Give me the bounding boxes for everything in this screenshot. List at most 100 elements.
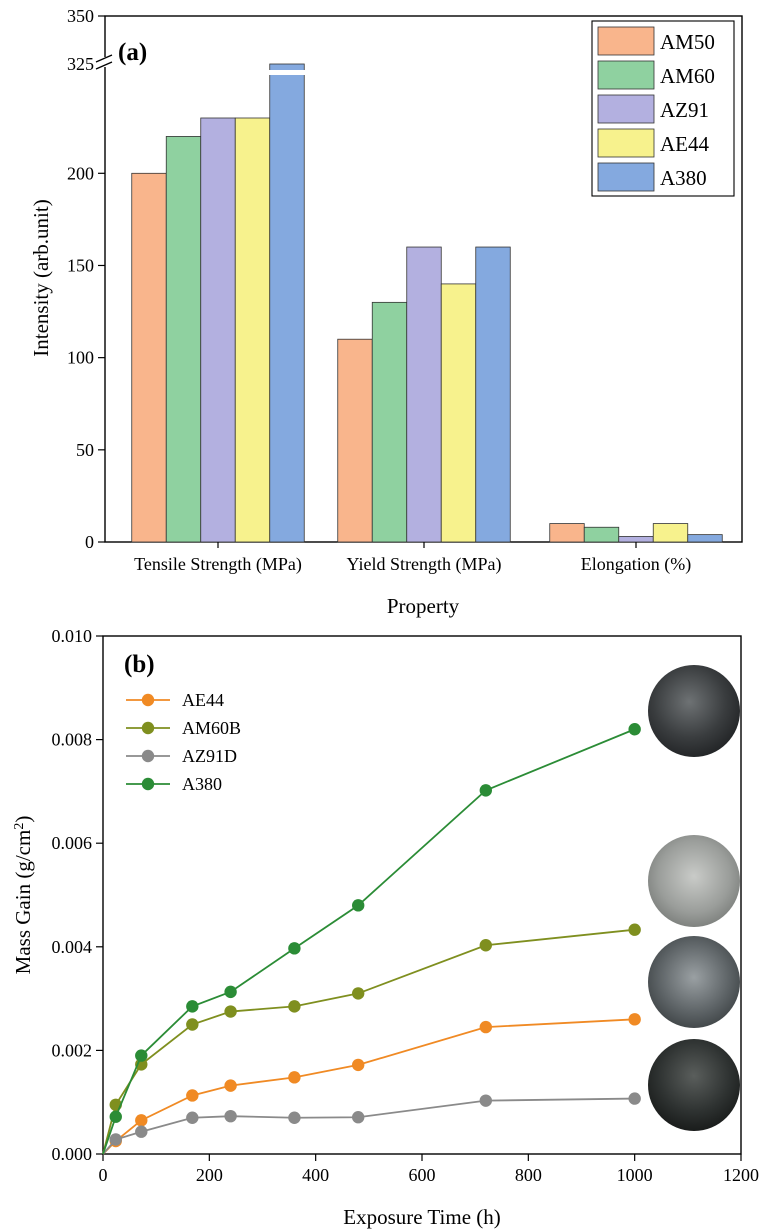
sample-photo-az91d bbox=[648, 1039, 740, 1131]
y-tick-label: 200 bbox=[67, 163, 94, 183]
bar-ae44-yield-strength-mpa bbox=[440, 283, 477, 543]
legend-items: AM50 AM60 AZ91 AE44 A380 bbox=[597, 26, 715, 192]
legend-label-az91d: AZ91D bbox=[182, 746, 237, 766]
panel-a-y-ticks: 0 50 100 150 200 325 350 bbox=[67, 6, 105, 552]
legend-label-am60b: AM60B bbox=[182, 718, 241, 738]
point-a380-480 bbox=[352, 899, 365, 912]
panel-a-legend: AM50 AM60 AZ91 AE44 A380 bbox=[591, 20, 735, 197]
y-tick-label: 100 bbox=[67, 348, 94, 368]
point-a380-24 bbox=[109, 1110, 122, 1123]
y-tick-label: 0.008 bbox=[52, 730, 93, 750]
bar-az91-elongation bbox=[618, 536, 654, 543]
bar-break-band bbox=[268, 70, 306, 75]
point-ae44-72 bbox=[135, 1114, 148, 1127]
panel-b-x-axis-title: Exposure Time (h) bbox=[343, 1205, 501, 1229]
legend-swatch-ae44 bbox=[597, 128, 655, 158]
legend-marker-az91d bbox=[141, 749, 155, 763]
y-tick-label: 325 bbox=[67, 54, 94, 74]
bar-am60-tensile-strength-mpa bbox=[165, 136, 202, 543]
point-am60b-480 bbox=[352, 987, 365, 1000]
x-tick-label: 200 bbox=[196, 1165, 223, 1185]
series-line-ae44 bbox=[102, 1018, 635, 1155]
point-a380-360 bbox=[288, 942, 301, 955]
bar-am50-elongation bbox=[549, 523, 585, 543]
y-tick-label: 0.010 bbox=[52, 626, 93, 646]
x-tick-label: 1200 bbox=[723, 1165, 759, 1185]
point-am60b-720 bbox=[479, 939, 492, 952]
point-az91d-360 bbox=[288, 1111, 301, 1124]
point-am60b-168 bbox=[186, 1018, 199, 1031]
point-ae44-480 bbox=[352, 1058, 365, 1072]
panel-b-x-ticks: 0 200 400 600 800 1000 1200 bbox=[99, 1154, 759, 1185]
point-a380-1000 bbox=[628, 723, 641, 736]
panel-b-legend: AE44 AM60B AZ91D A380 bbox=[126, 690, 241, 794]
point-az91d-720 bbox=[479, 1094, 492, 1107]
point-ae44-1000 bbox=[628, 1013, 641, 1026]
bar-am50-tensile-strength-mpa bbox=[131, 172, 167, 543]
axis-break-marks bbox=[95, 54, 113, 70]
bar-a380-elongation bbox=[687, 534, 723, 543]
point-az91d-24 bbox=[109, 1133, 122, 1146]
point-ae44-720 bbox=[479, 1020, 492, 1034]
panel-a: 0 50 100 150 200 325 350 Tensile Strength (MPa… bbox=[29, 6, 743, 618]
panel-a-x-axis-title: Property bbox=[387, 594, 460, 618]
y-tick-label: 0.000 bbox=[52, 1144, 93, 1164]
legend-label-az91: AZ91 bbox=[660, 98, 709, 122]
point-ae44-168 bbox=[186, 1089, 199, 1102]
legend-marker-ae44 bbox=[141, 693, 155, 707]
y-tick-label: 0.002 bbox=[52, 1040, 93, 1060]
bar-am60-yield-strength-mpa bbox=[371, 301, 408, 543]
sample-photo-ae44 bbox=[648, 936, 740, 1028]
legend-label-a380: A380 bbox=[182, 774, 222, 794]
point-a380-168 bbox=[186, 1000, 199, 1013]
point-a380-72 bbox=[135, 1049, 148, 1062]
sample-photo-am60b bbox=[648, 835, 740, 927]
legend-swatch-a380 bbox=[597, 162, 655, 192]
point-am60b-240 bbox=[224, 1005, 237, 1018]
panel-b-frame bbox=[102, 635, 742, 1155]
panel-a-x-ticks: Tensile Strength (MPa) Yield Strength (MP… bbox=[134, 542, 691, 575]
bar-a380-yield-strength-mpa bbox=[475, 246, 511, 543]
x-tick-label: 600 bbox=[409, 1165, 436, 1185]
y-tick-label: 0 bbox=[85, 532, 94, 552]
legend-marker-a380 bbox=[141, 777, 155, 791]
point-az91d-72 bbox=[135, 1125, 148, 1138]
sample-photo-a380 bbox=[648, 665, 740, 757]
bar-ae44-elongation bbox=[652, 523, 689, 543]
point-az91d-168 bbox=[186, 1111, 199, 1124]
panel-b-label: (b) bbox=[124, 651, 155, 678]
point-am60b-1000 bbox=[628, 923, 641, 936]
y-tick-label: 350 bbox=[67, 6, 94, 26]
x-tick-label-elongation: Elongation (%) bbox=[581, 554, 691, 575]
panel-a-bars bbox=[131, 63, 723, 543]
y-tick-label: 150 bbox=[67, 255, 94, 275]
point-az91d-1000 bbox=[628, 1092, 641, 1105]
legend-swatch-am60 bbox=[597, 60, 655, 90]
x-tick-label: 0 bbox=[99, 1165, 108, 1185]
bar-am50-yield-strength-mpa bbox=[337, 338, 373, 543]
bar-ae44-tensile-strength-mpa bbox=[234, 117, 271, 543]
point-ae44-240 bbox=[224, 1079, 237, 1092]
x-tick-label: 1000 bbox=[617, 1165, 653, 1185]
bar-az91-tensile-strength-mpa bbox=[200, 117, 236, 543]
point-a380-720 bbox=[479, 784, 492, 797]
x-tick-label: 800 bbox=[515, 1165, 542, 1185]
y-tick-label: 50 bbox=[76, 440, 94, 460]
legend-label-am60: AM60 bbox=[660, 64, 715, 88]
panel-b-y-ticks: 0.000 0.002 0.004 0.006 0.008 0.010 bbox=[52, 626, 103, 1164]
legend-label-am50: AM50 bbox=[660, 30, 715, 54]
bar-am60-elongation bbox=[583, 526, 620, 543]
panel-a-y-axis-title: Intensity (arb.unit) bbox=[29, 199, 53, 356]
series-line-az91d bbox=[102, 1097, 635, 1155]
panel-b-y-axis-title: Mass Gain (g/cm2) bbox=[11, 816, 35, 975]
bar-a380-tensile-strength-mpa bbox=[269, 63, 305, 543]
point-a380-240 bbox=[224, 985, 237, 999]
bar-az91-yield-strength-mpa bbox=[406, 246, 442, 543]
point-az91d-240 bbox=[224, 1109, 237, 1123]
panel-b: 0.000 0.002 0.004 0.006 0.008 0.010 0 200 400 60… bbox=[11, 626, 759, 1229]
panel-a-label: (a) bbox=[118, 39, 147, 66]
legend-marker-am60b bbox=[141, 721, 155, 735]
panel-b-lines bbox=[102, 723, 641, 1155]
x-tick-label: 400 bbox=[302, 1165, 329, 1185]
